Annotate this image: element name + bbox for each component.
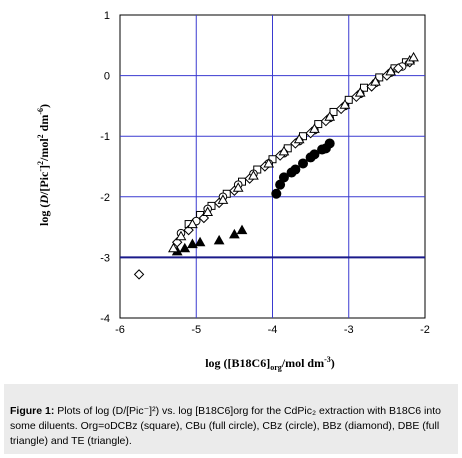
figure-caption-text: Plots of log (D/[Pic⁻]²) vs. log [B18C6]… <box>10 405 441 447</box>
x-tick-label: -2 <box>420 324 430 336</box>
data-point-full-triangle <box>213 234 225 245</box>
data-point-diamond <box>133 269 145 280</box>
data-point-triangle <box>408 51 419 62</box>
data-point-triangle <box>217 194 229 204</box>
x-tick-label: -5 <box>191 324 201 336</box>
data-point-diamond <box>393 63 404 74</box>
data-point-triangle <box>168 242 179 253</box>
data-point-full-circle <box>298 158 308 169</box>
data-point-triangle <box>187 218 198 229</box>
figure-caption: Figure 1: Plots of log (D/[Pic⁻]²) vs. l… <box>10 404 452 449</box>
data-point-triangle <box>263 157 275 168</box>
data-point-triangle <box>339 99 351 109</box>
y-tick-label: -2 <box>100 192 110 204</box>
scatter-chart: -6 -5 -4 -3 -2 -4 -3 -2 -1 0 1 log ([B18C6]org/mol… <box>36 10 430 372</box>
data-point-full-triangle <box>179 242 191 253</box>
data-point-triangle <box>202 206 214 216</box>
y-tick-label: 0 <box>104 71 110 83</box>
x-axis-title: log ([B18C6]org/mol dm-3) <box>205 355 335 372</box>
data-point-triangle <box>232 182 244 192</box>
data-point-triangle <box>370 76 381 86</box>
x-tick-label: -4 <box>268 324 278 336</box>
figure-caption-box: Figure 1: Plots of log (D/[Pic⁻]²) vs. l… <box>4 384 458 454</box>
data-point-triangle <box>309 123 320 133</box>
data-point-triangle <box>293 133 305 144</box>
data-point-full-circle <box>290 164 301 175</box>
y-tick-label: -4 <box>100 313 110 325</box>
series-full-circle <box>271 138 335 199</box>
data-point-triangle <box>175 230 187 241</box>
x-tick-label: -6 <box>115 324 125 336</box>
y-axis-title: log (D/[Pic-]2/mol2 dm-6) <box>36 104 51 226</box>
data-point-triangle <box>248 170 259 180</box>
data-point-triangle <box>354 87 366 97</box>
y-tick-label: 1 <box>104 10 110 22</box>
data-point-full-triangle <box>187 238 198 249</box>
y-tick-label: -1 <box>100 131 110 143</box>
data-point-triangle <box>278 145 290 156</box>
chart-grid <box>119 14 426 319</box>
data-point-full-triangle <box>194 236 206 247</box>
series-triangle <box>168 51 419 253</box>
data-point-triangle <box>324 111 336 121</box>
data-point-full-circle <box>271 188 282 199</box>
data-point-full-circle <box>324 138 335 149</box>
tick-labels: -6 -5 -4 -3 -2 -4 -3 -2 -1 0 1 <box>100 10 430 336</box>
data-point-full-triangle <box>236 224 248 235</box>
y-tick-label: -3 <box>100 252 110 264</box>
x-tick-label: -3 <box>344 324 354 336</box>
data-point-triangle <box>385 65 397 76</box>
data-point-full-circle <box>309 149 320 160</box>
plot-area <box>133 51 419 280</box>
figure-label: Figure 1: <box>10 405 55 417</box>
data-point-full-circle <box>278 172 289 183</box>
data-point-full-triangle <box>229 228 240 239</box>
